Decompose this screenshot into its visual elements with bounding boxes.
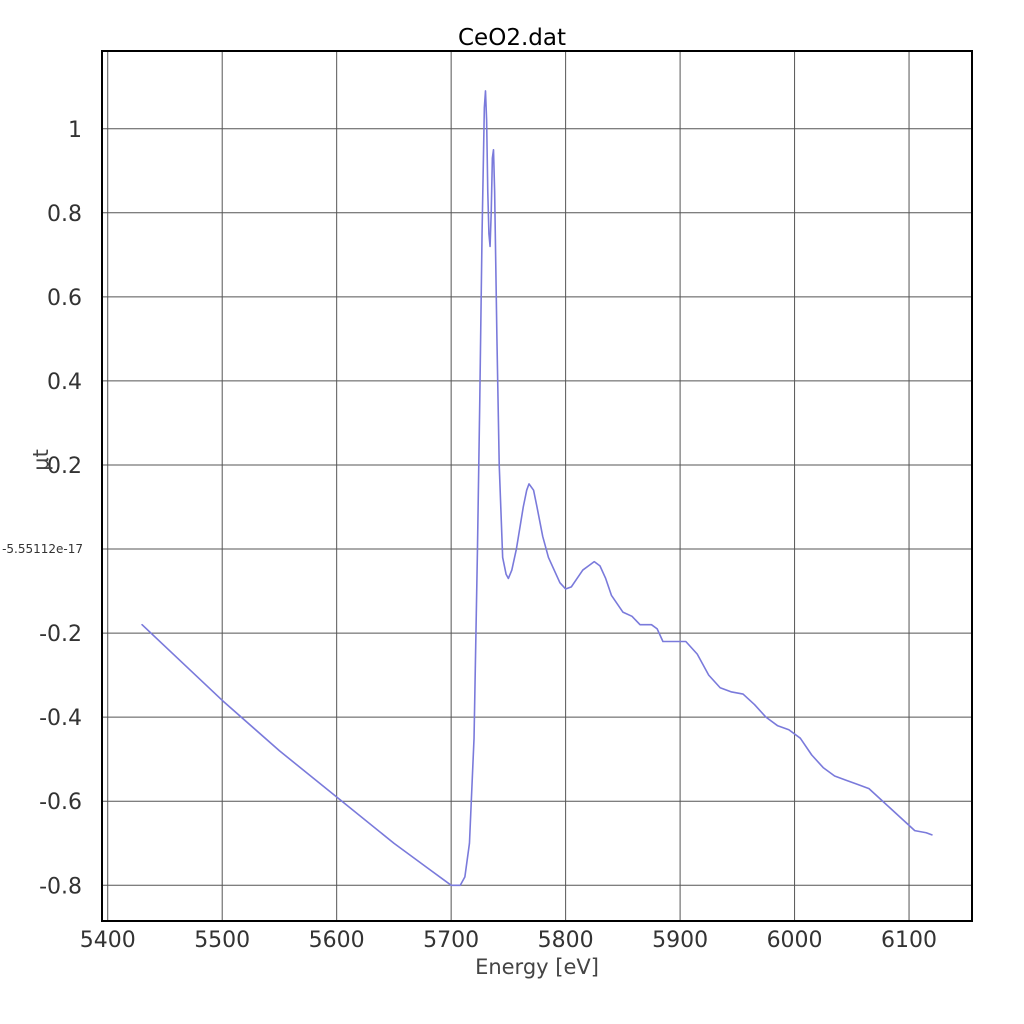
y-tick-label: 0.4	[47, 370, 82, 395]
chart-title: CeO2.dat	[458, 25, 566, 51]
x-tick-label: 5900	[652, 928, 708, 953]
y-tick-label: -5.55112e-17	[2, 542, 83, 556]
y-tick-label: 0.8	[47, 202, 82, 227]
y-axis-label: μt	[29, 449, 53, 471]
y-tick-label: 1	[68, 118, 82, 143]
x-tick-label: 6000	[767, 928, 823, 953]
y-tick-label: -0.4	[39, 706, 82, 731]
y-tick-label: 0.6	[47, 286, 82, 311]
x-axis-label: Energy [eV]	[475, 955, 599, 979]
plot-frame	[101, 50, 973, 922]
x-tick-label: 5500	[194, 928, 250, 953]
series-layer	[141, 90, 933, 887]
series-line-0	[141, 90, 933, 887]
y-tick-label: -0.2	[39, 622, 82, 647]
y-tick-label: 0.2	[47, 454, 82, 479]
x-tick-label: 5400	[80, 928, 136, 953]
x-tick-label: 5700	[423, 928, 479, 953]
y-tick-label: -0.6	[39, 790, 82, 815]
x-tick-label: 5800	[538, 928, 594, 953]
x-tick-label: 6100	[881, 928, 937, 953]
grid	[102, 51, 972, 921]
x-tick-label: 5600	[309, 928, 365, 953]
tick-labels: 5400 5500 5600 5700 5800 5900 6000 6100 1 0.8 0.6 0…	[2, 118, 937, 953]
y-tick-label: -0.8	[39, 874, 82, 899]
